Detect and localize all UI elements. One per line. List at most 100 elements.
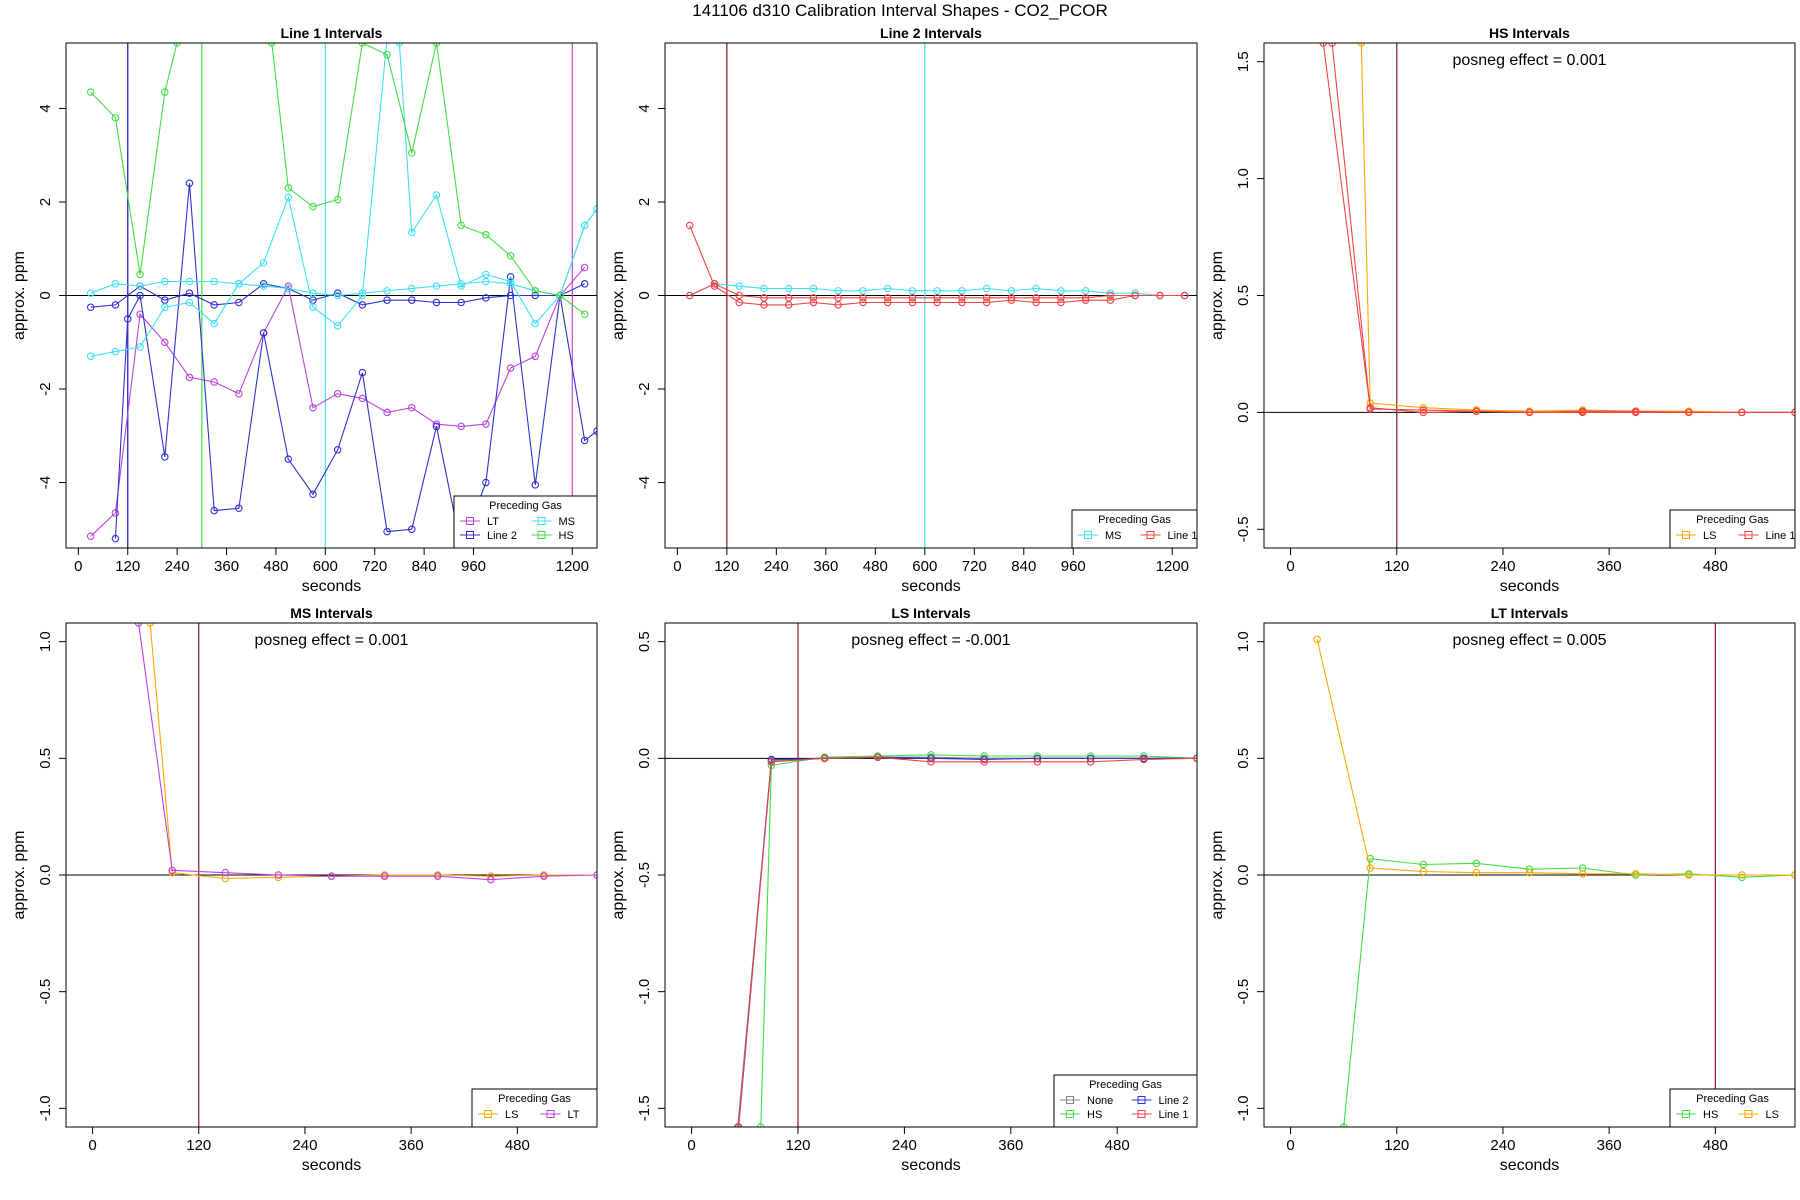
data-point — [1419, 860, 1428, 869]
y-axis-label: approx. ppm — [610, 831, 627, 920]
legend-title: Preceding Gas — [489, 500, 562, 512]
data-point — [161, 303, 169, 311]
x-tick-label: 120 — [714, 558, 739, 575]
legend-title: Preceding Gas — [1089, 1079, 1162, 1091]
data-point — [531, 287, 540, 295]
data-point — [333, 291, 342, 300]
y-tick-label: 0 — [37, 291, 54, 299]
y-tick-label: 0.5 — [37, 748, 54, 769]
data-point — [506, 277, 515, 286]
y-tick-label: 2 — [37, 198, 54, 206]
data-point — [1738, 871, 1746, 879]
data-point — [1007, 287, 1016, 295]
data-point — [1033, 752, 1042, 760]
figure-title: 141106 d310 Calibration Interval Shapes … — [692, 1, 1108, 20]
plot-area — [1313, 623, 1795, 1127]
x-axis-label: seconds — [901, 1157, 961, 1174]
data-point — [86, 88, 95, 96]
data-point — [134, 623, 143, 627]
plot-frame — [65, 42, 598, 549]
data-point — [111, 347, 120, 356]
data-point — [168, 866, 176, 875]
x-tick-label: 0 — [1286, 1137, 1294, 1154]
data-point — [210, 277, 218, 286]
data-point — [958, 298, 966, 307]
x-tick-label: 240 — [165, 558, 190, 575]
panel-title: LT Intervals — [1491, 605, 1569, 621]
y-tick-label: 0 — [636, 291, 653, 299]
panel-title: HS Intervals — [1489, 25, 1570, 41]
data-point — [380, 872, 389, 880]
legend-entry: LS — [505, 1109, 518, 1121]
chart-panel-4: MS Intervals 0 120 240 360 480 -1.0 -0.5 0.0 0.5 1… — [11, 605, 598, 1174]
data-point — [1193, 754, 1197, 763]
data-point — [309, 296, 317, 304]
data-point — [1685, 871, 1693, 879]
data-point — [735, 298, 743, 307]
legend-marker — [1744, 531, 1753, 539]
data-point — [1057, 294, 1065, 302]
data-point — [883, 294, 892, 302]
y-axis-label: approx. ppm — [11, 831, 28, 920]
data-point — [383, 296, 391, 304]
data-point — [982, 294, 991, 302]
data-point — [383, 287, 391, 295]
x-tick-label: 360 — [998, 1137, 1023, 1154]
data-point — [933, 287, 941, 295]
x-tick-label: 840 — [1011, 558, 1036, 575]
data-point — [235, 504, 243, 513]
data-point — [408, 525, 416, 534]
legend-entry: LT — [487, 516, 499, 528]
data-point — [710, 282, 719, 290]
y-tick-label: -1.0 — [37, 1095, 54, 1121]
data-point — [540, 872, 548, 880]
series-line — [1322, 43, 1795, 413]
data-point — [358, 291, 367, 300]
data-point — [1525, 408, 1534, 417]
data-point — [834, 301, 842, 309]
y-tick-label: -4 — [636, 476, 653, 489]
data-point — [1328, 43, 1336, 47]
data-point — [259, 282, 268, 290]
data-point — [908, 298, 917, 307]
data-point — [531, 291, 540, 300]
data-point — [457, 280, 465, 288]
y-tick-label: -0.5 — [37, 979, 54, 1005]
x-tick-label: 240 — [764, 558, 789, 575]
legend-box — [1053, 1074, 1198, 1128]
data-point — [161, 277, 169, 286]
data-point — [1525, 868, 1534, 877]
y-tick-label: 0.0 — [37, 865, 54, 886]
data-point — [185, 277, 194, 286]
data-point — [834, 287, 842, 295]
data-point — [784, 301, 793, 309]
series-line — [149, 623, 597, 880]
series-line — [90, 43, 597, 357]
x-tick-label: 960 — [461, 558, 486, 575]
data-point — [111, 509, 120, 517]
data-point — [161, 88, 169, 96]
data-point — [1319, 43, 1328, 47]
data-point — [1180, 291, 1189, 300]
data-point — [1086, 758, 1095, 766]
data-point — [980, 755, 988, 764]
data-point — [1738, 408, 1746, 417]
legend-entry: MS — [559, 516, 576, 528]
data-point — [136, 291, 144, 300]
data-point — [210, 319, 218, 328]
x-tick-label: 120 — [186, 1137, 211, 1154]
series-line — [90, 267, 586, 537]
plot-frame — [1263, 622, 1796, 1128]
data-point — [982, 284, 991, 293]
data-point — [358, 368, 367, 377]
data-point — [580, 310, 589, 318]
data-point — [1106, 296, 1115, 304]
data-point — [259, 280, 268, 288]
series-line — [1343, 858, 1795, 1127]
data-point — [235, 280, 243, 288]
data-point — [883, 284, 892, 293]
data-point — [506, 280, 515, 288]
data-point — [580, 263, 589, 272]
data-point — [1086, 752, 1095, 760]
data-point — [210, 506, 218, 515]
